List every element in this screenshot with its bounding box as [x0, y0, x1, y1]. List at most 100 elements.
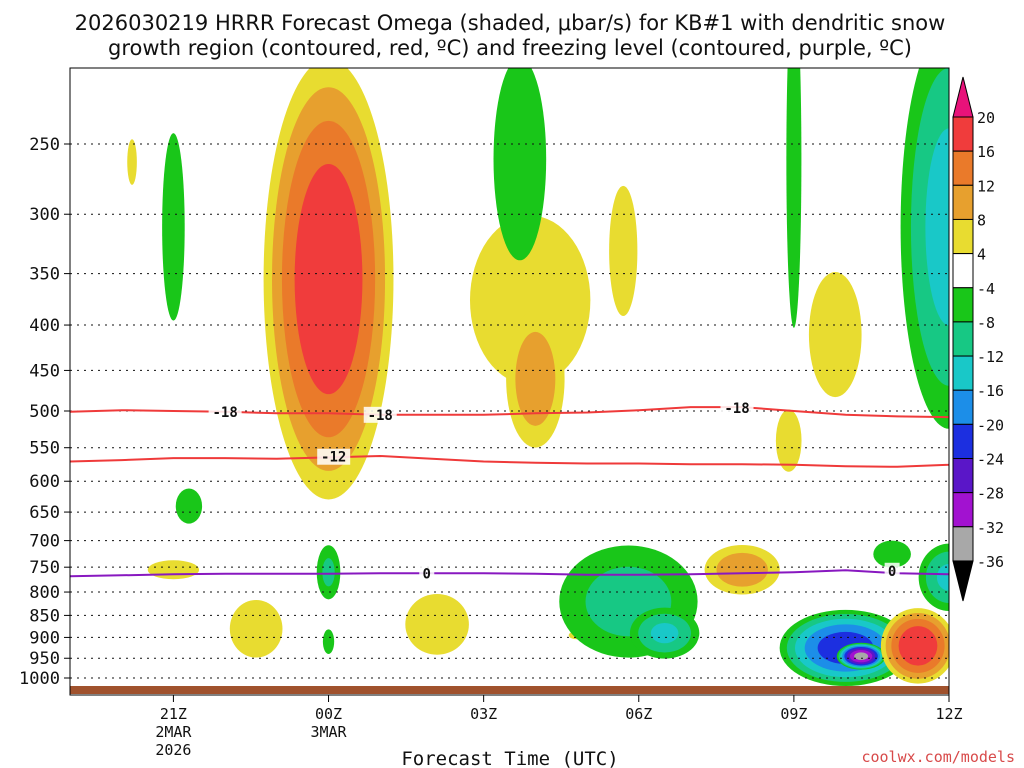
colorbar-segment	[952, 253, 974, 289]
y-tick-label-450: 450	[29, 361, 60, 381]
colorbar-segment	[952, 389, 974, 425]
omega-cell-descent-09z-top	[786, 68, 802, 328]
colorbar-label: -16	[977, 382, 1004, 400]
omega-cell-ascent-10z-low	[880, 608, 949, 684]
y-tick-label-300: 300	[29, 205, 60, 225]
y-tick-label-750: 750	[29, 558, 60, 578]
omega-band	[936, 563, 949, 591]
omega-cell-descent-1030z-low	[873, 540, 911, 568]
ground-surface	[70, 686, 949, 694]
omega-band	[898, 626, 938, 666]
plot-frame	[69, 67, 950, 696]
omega-cell-descent-2130z	[162, 133, 185, 321]
x-tick-label-03Z: 03Z	[470, 705, 497, 723]
omega-cell-ascent-0230z-low	[405, 593, 469, 655]
omega-band	[322, 629, 335, 654]
omega-cell-ascent-mid-04z	[506, 310, 565, 448]
colorbar-label: 16	[977, 143, 995, 161]
omega-band	[775, 409, 802, 472]
omega-band	[786, 68, 802, 328]
omega-band	[469, 215, 591, 385]
y-tick-label-550: 550	[29, 439, 60, 459]
colorbar-bottom-triangle	[952, 560, 974, 602]
y-tick-label-1000: 1000	[19, 669, 60, 689]
colorbar-label: -36	[977, 553, 1004, 571]
colorbar-segment	[952, 458, 974, 494]
omega-band	[147, 560, 200, 580]
colorbar-top-triangle	[952, 76, 974, 118]
colorbar-segment	[952, 218, 974, 255]
omega-cell-descent-core-0930z	[836, 642, 886, 670]
contour-label-dgz-minus18: -18	[368, 408, 393, 424]
y-tick-label-650: 650	[29, 503, 60, 523]
colorbar-label: -24	[977, 451, 1004, 469]
x-tick-date-21Z: 2MAR	[155, 723, 192, 741]
omega-cell-descent-12z-upper	[900, 68, 949, 429]
contour-label-bg	[363, 406, 397, 423]
y-tick-label-950: 950	[29, 649, 60, 669]
omega-band	[716, 552, 768, 587]
omega-cell-descent-00z-low	[316, 545, 341, 600]
y-tick-label-700: 700	[29, 532, 60, 552]
omega-band	[405, 593, 469, 655]
colorbar-segment	[952, 287, 974, 323]
contour-label-freezing-level: 0	[423, 566, 431, 582]
y-tick-label-900: 900	[29, 628, 60, 648]
x-axis-label: Forecast Time (UTC)	[401, 748, 618, 768]
colorbar-label: -20	[977, 416, 1004, 434]
y-tick-label-600: 600	[29, 472, 60, 492]
colorbar-segment	[952, 116, 974, 152]
x-tick-date-00Z: 3MAR	[310, 723, 347, 741]
omega-cell-descent-13z-bottom	[1015, 665, 1024, 680]
omega-cell-ascent-0930z	[808, 272, 862, 398]
omega-cell-ascent-right-0730z	[609, 185, 638, 317]
y-tick-label-250: 250	[29, 135, 60, 155]
colorbar-label: 8	[977, 211, 986, 229]
chart-title-line1: 2026030219 HRRR Forecast Omega (shaded, …	[75, 11, 946, 35]
colorbar-label: -4	[977, 280, 995, 298]
colorbar-segment	[952, 492, 974, 528]
x-tick-label-21Z: 21Z	[160, 705, 187, 723]
x-tick-label-09Z: 09Z	[780, 705, 807, 723]
colorbar-label: -12	[977, 348, 1004, 366]
colorbar-segment	[952, 423, 974, 460]
chart-title-line2: growth region (contoured, red, ºC) and f…	[108, 36, 912, 60]
omega-band	[515, 331, 556, 426]
contour-label-freezing-level: 0	[888, 564, 896, 580]
contour-label-bg	[419, 565, 435, 582]
contour-label-dgz-minus18: -18	[724, 401, 749, 417]
contour-label-bg	[720, 399, 754, 416]
omega-cell-ascent-2030z-low	[147, 560, 200, 580]
x-tick-label-00Z: 00Z	[315, 705, 342, 723]
omega-cell-ascent-2030z-upper	[127, 139, 137, 185]
y-tick-label-350: 350	[29, 265, 60, 285]
contour-label-bg	[208, 403, 242, 420]
contour-dgz-minus12	[70, 454, 949, 468]
credit-text: coolwx.com/models	[861, 748, 1015, 766]
omega-band	[493, 68, 547, 261]
omega-band	[1015, 665, 1024, 680]
omega-cell-ascent-09z-mid	[775, 409, 802, 472]
y-tick-label-850: 850	[29, 606, 60, 626]
colorbar-label: 12	[977, 177, 995, 195]
omega-cell-descent-03z-top	[493, 68, 547, 261]
omega-cell-ascent-0730z-low	[704, 544, 780, 595]
omega-cell-ascent-core-00z	[263, 68, 394, 500]
omega-band	[229, 599, 283, 658]
omega-cell-descent-1130z-low	[918, 543, 949, 612]
colorbar-label: -28	[977, 485, 1004, 503]
colorbar-label: 20	[977, 109, 995, 127]
colorbar-segment	[952, 321, 974, 357]
omega-band	[162, 133, 185, 321]
colorbar-segment	[952, 355, 974, 391]
y-tick-label-400: 400	[29, 316, 60, 336]
omega-band	[127, 139, 137, 185]
omega-band	[175, 488, 203, 524]
omega-band	[609, 185, 638, 317]
colorbar-segment	[952, 526, 974, 562]
omega-band	[294, 163, 363, 395]
omega-band	[808, 272, 862, 398]
y-tick-label-800: 800	[29, 583, 60, 603]
